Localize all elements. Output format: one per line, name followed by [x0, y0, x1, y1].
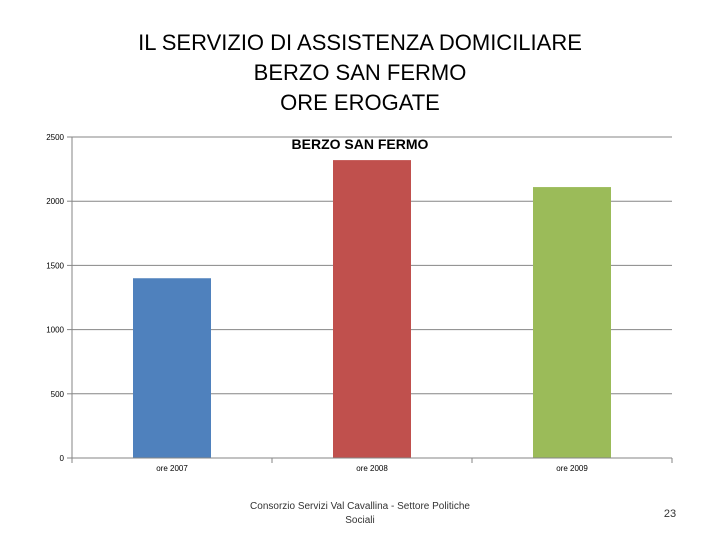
slide-title: IL SERVIZIO DI ASSISTENZA DOMICILIARE BE… — [60, 28, 660, 118]
y-tick-label: 2500 — [46, 133, 64, 142]
bar-ore-2008 — [333, 160, 411, 458]
page-number: 23 — [663, 508, 677, 520]
axes: 0 500 1000 1500 2000 2500 ore 2007 ore 2008 ore … — [46, 133, 673, 473]
chart-title: BERZO SAN FERMO — [292, 136, 429, 152]
x-category-label: ore 2009 — [556, 464, 588, 473]
y-tick-label: 2000 — [46, 197, 64, 206]
slide-title-line-3: ORE EROGATE — [280, 90, 440, 115]
bar-ore-2007 — [133, 278, 211, 458]
x-category-label: ore 2008 — [356, 464, 388, 473]
bars — [133, 160, 611, 459]
x-category-label: ore 2007 — [156, 464, 188, 473]
y-tick-label: 1000 — [46, 326, 64, 335]
bar-ore-2009 — [533, 187, 611, 459]
slide-title-line-2: BERZO SAN FERMO — [253, 60, 467, 85]
y-tick-label: 1500 — [46, 261, 64, 270]
slide-title-line-1: IL SERVIZIO DI ASSISTENZA DOMICILIARE — [138, 30, 582, 55]
footer-text: Consorzio Servizi Val Cavallina - Settor… — [250, 501, 470, 526]
y-tick-label: 0 — [60, 454, 65, 463]
y-tick-label: 500 — [51, 390, 65, 399]
